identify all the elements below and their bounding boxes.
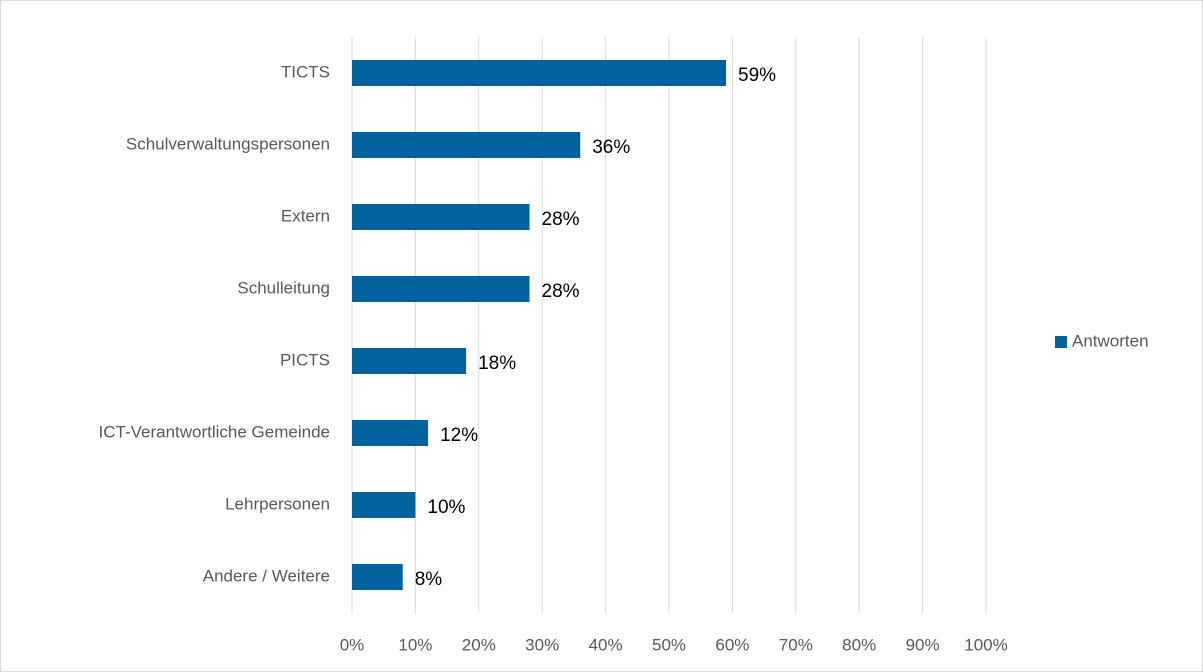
x-tick-label: 70% xyxy=(779,635,813,654)
value-label: 10% xyxy=(427,497,465,518)
bar xyxy=(352,492,416,518)
value-label: 12% xyxy=(440,425,478,446)
value-label: 36% xyxy=(592,137,630,158)
y-tick-label: Schulverwaltungspersonen xyxy=(126,134,330,153)
x-tick-label: 20% xyxy=(462,635,496,654)
x-tick-label: 100% xyxy=(964,635,1007,654)
value-label: 28% xyxy=(542,281,580,302)
bar xyxy=(352,204,530,230)
bar xyxy=(352,348,467,374)
x-tick-label: 30% xyxy=(525,635,559,654)
x-tick-label: 0% xyxy=(340,635,365,654)
y-tick-label: Lehrpersonen xyxy=(225,494,330,513)
x-tick-label: 90% xyxy=(906,635,940,654)
y-tick-label: PICTS xyxy=(280,350,330,369)
x-tick-label: 10% xyxy=(398,635,432,654)
x-tick-label: 80% xyxy=(842,635,876,654)
bar xyxy=(352,276,530,302)
x-tick-label: 50% xyxy=(652,635,686,654)
bar xyxy=(352,60,727,86)
bar xyxy=(352,132,581,158)
value-label: 28% xyxy=(542,209,580,230)
y-tick-label: Schulleitung xyxy=(237,278,330,297)
bar xyxy=(352,420,429,446)
bar xyxy=(352,564,403,590)
y-tick-label: ICT-Verantwortliche Gemeinde xyxy=(99,422,331,441)
y-tick-label: TICTS xyxy=(281,62,330,81)
value-label: 18% xyxy=(478,353,516,374)
x-tick-label: 40% xyxy=(589,635,623,654)
y-tick-label: Extern xyxy=(281,206,330,225)
x-tick-label: 60% xyxy=(715,635,749,654)
value-label: 59% xyxy=(738,65,776,86)
y-tick-label: Andere / Weitere xyxy=(203,566,330,585)
legend-label: Antworten xyxy=(1072,331,1149,350)
legend-swatch xyxy=(1055,336,1067,348)
value-label: 8% xyxy=(415,569,443,590)
